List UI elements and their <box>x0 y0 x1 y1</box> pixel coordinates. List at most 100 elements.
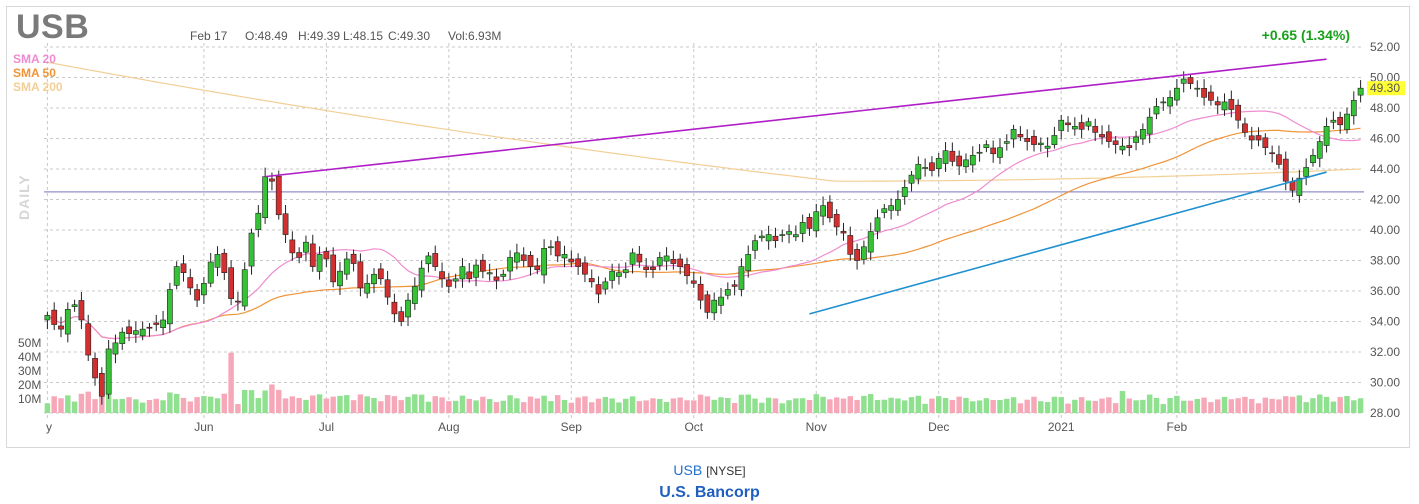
candle-body[interactable] <box>112 342 119 355</box>
candle-body[interactable] <box>187 277 194 289</box>
candle-body[interactable] <box>98 373 105 397</box>
candle-body[interactable] <box>1031 135 1037 145</box>
candle-body[interactable] <box>44 315 51 321</box>
candle-body[interactable] <box>262 176 269 218</box>
candle-body[interactable] <box>1099 134 1105 138</box>
candle-body[interactable] <box>194 289 200 301</box>
candle-body[interactable] <box>1350 100 1357 117</box>
candle-body[interactable] <box>357 261 364 289</box>
candle-body[interactable] <box>990 147 997 155</box>
candle-body[interactable] <box>1037 142 1044 145</box>
candle-body[interactable] <box>786 231 792 235</box>
candle-body[interactable] <box>854 249 860 261</box>
candle-body[interactable] <box>1208 91 1214 101</box>
candle-body[interactable] <box>575 258 582 267</box>
candle-body[interactable] <box>833 213 840 228</box>
candle-body[interactable] <box>1337 116 1344 126</box>
candle-body[interactable] <box>255 212 262 230</box>
candle-body[interactable] <box>1133 136 1139 143</box>
candle-body[interactable] <box>160 319 166 328</box>
candle-body[interactable] <box>956 155 963 167</box>
candle-body[interactable] <box>901 187 908 197</box>
candle-body[interactable] <box>1323 126 1330 146</box>
candle-body[interactable] <box>1255 135 1262 141</box>
candle-body[interactable] <box>1344 113 1350 130</box>
candle-body[interactable] <box>629 252 636 265</box>
candle-body[interactable] <box>595 284 602 295</box>
candle-body[interactable] <box>235 300 241 303</box>
candle-body[interactable] <box>582 262 588 275</box>
candle-body[interactable] <box>1201 88 1207 98</box>
candle-body[interactable] <box>1065 122 1071 126</box>
candle-body[interactable] <box>330 254 337 283</box>
candle-body[interactable] <box>248 232 255 267</box>
candle-body[interactable] <box>847 235 854 255</box>
candle-body[interactable] <box>867 231 874 253</box>
candle-body[interactable] <box>670 258 677 264</box>
candle-body[interactable] <box>684 264 690 277</box>
candle-body[interactable] <box>1296 177 1303 196</box>
candle-body[interactable] <box>126 326 132 334</box>
candle-body[interactable] <box>1044 145 1051 149</box>
candle-body[interactable] <box>228 267 234 299</box>
candle-body[interactable] <box>1051 135 1058 145</box>
candle-body[interactable] <box>1282 158 1289 182</box>
candle-body[interactable] <box>241 269 248 307</box>
candle-body[interactable] <box>507 257 513 272</box>
candle-body[interactable] <box>466 271 473 280</box>
candle-body[interactable] <box>432 253 439 267</box>
candle-body[interactable] <box>908 174 915 184</box>
candle-body[interactable] <box>792 234 799 238</box>
candle-body[interactable] <box>452 278 459 282</box>
candle-body[interactable] <box>922 167 929 169</box>
candle-body[interactable] <box>554 241 561 257</box>
candle-body[interactable] <box>976 151 983 154</box>
candle-body[interactable] <box>309 243 316 267</box>
candle-body[interactable] <box>861 246 867 260</box>
candle-body[interactable] <box>64 308 71 335</box>
candle-body[interactable] <box>1160 101 1167 104</box>
candle-body[interactable] <box>377 268 384 280</box>
candle-body[interactable] <box>1126 145 1133 148</box>
candle-body[interactable] <box>738 266 745 290</box>
candle-body[interactable] <box>820 205 826 217</box>
candle-body[interactable] <box>1174 87 1180 101</box>
candle-body[interactable] <box>180 263 187 274</box>
candle-body[interactable] <box>1330 119 1337 123</box>
candle-body[interactable] <box>1139 129 1146 140</box>
candle-body[interactable] <box>51 309 58 325</box>
candle-body[interactable] <box>391 301 398 315</box>
candle-body[interactable] <box>486 272 493 275</box>
candle-body[interactable] <box>1146 116 1153 135</box>
candle-body[interactable] <box>1071 126 1078 130</box>
candle-body[interactable] <box>534 265 541 270</box>
candle-body[interactable] <box>1316 141 1323 159</box>
candle-body[interactable] <box>527 255 534 267</box>
candle-body[interactable] <box>969 154 976 166</box>
candle-body[interactable] <box>1180 78 1187 84</box>
candle-body[interactable] <box>78 300 85 321</box>
candle-body[interactable] <box>371 273 377 285</box>
candle-body[interactable] <box>806 217 813 229</box>
candle-body[interactable] <box>1010 129 1017 140</box>
candle-body[interactable] <box>711 299 718 314</box>
candle-body[interactable] <box>418 267 425 291</box>
candle-body[interactable] <box>718 296 724 306</box>
candle-body[interactable] <box>1235 104 1242 121</box>
candle-body[interactable] <box>221 252 228 273</box>
candle-body[interactable] <box>289 239 296 254</box>
candle-body[interactable] <box>765 234 772 242</box>
candle-body[interactable] <box>881 208 888 213</box>
candle-body[interactable] <box>275 175 282 216</box>
candle-body[interactable] <box>1276 154 1282 165</box>
candle-body[interactable] <box>85 323 92 356</box>
candle-body[interactable] <box>303 241 309 253</box>
candle-body[interactable] <box>1187 77 1194 84</box>
resistance-trendline[interactable] <box>265 58 1327 178</box>
candle-body[interactable] <box>1357 87 1364 96</box>
candle-body[interactable] <box>1214 101 1221 106</box>
candle-body[interactable] <box>1289 181 1296 191</box>
candle-body[interactable] <box>588 278 595 283</box>
candle-body[interactable] <box>520 254 527 261</box>
